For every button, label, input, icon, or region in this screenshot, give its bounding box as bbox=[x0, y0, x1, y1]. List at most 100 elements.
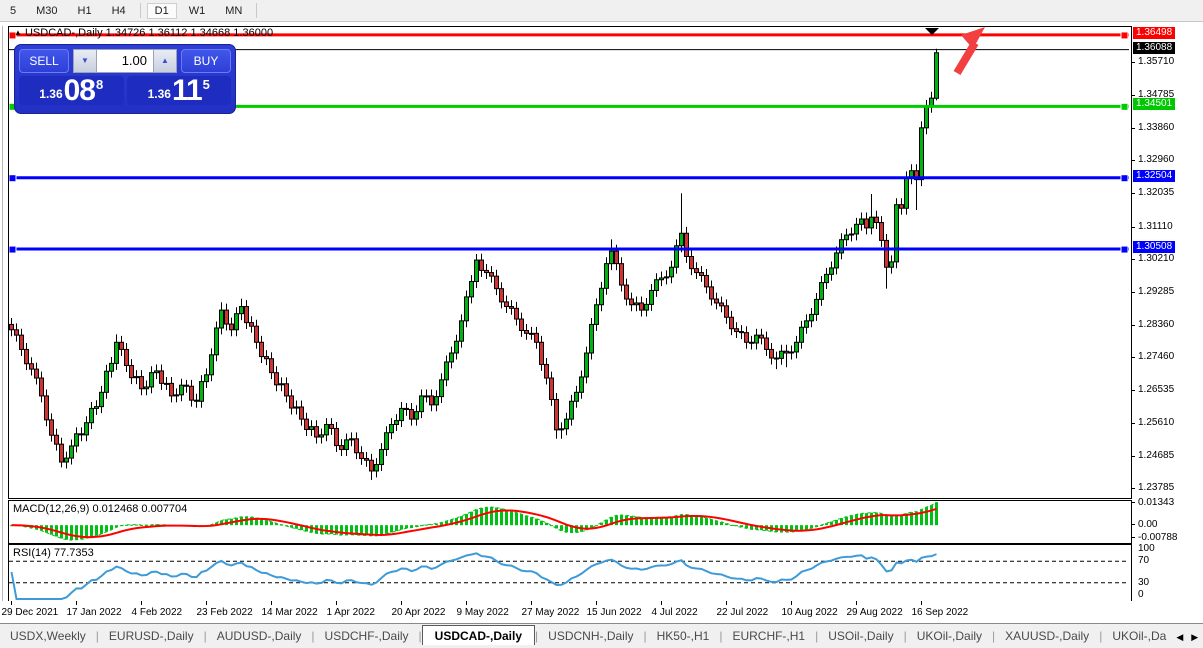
buy-price-button[interactable]: 1.36 11 5 bbox=[126, 74, 231, 107]
tab-usdchf-daily[interactable]: USDCHF-,Daily bbox=[324, 629, 409, 643]
price-tick-label: 1.28360 bbox=[1138, 318, 1175, 330]
buy-price-big: 11 bbox=[171, 74, 203, 107]
tab-ukoil-daily[interactable]: UKOil-,Daily bbox=[916, 629, 983, 643]
price-tick bbox=[1131, 456, 1135, 458]
buy-price-prefix: 1.36 bbox=[147, 87, 171, 101]
price-tick-label: 1.35710 bbox=[1138, 56, 1175, 68]
time-axis: 29 Dec 2021 17 Jan 2022 4 Feb 2022 23 Feb 2… bbox=[0, 601, 1203, 623]
green-line-price-chip: 1.34501 bbox=[1133, 98, 1176, 111]
price-tick bbox=[1131, 226, 1135, 228]
object-anchor-icon: ▲ bbox=[14, 28, 22, 37]
volume-decrease-button[interactable]: ▼ bbox=[73, 49, 97, 73]
timeframe-h1[interactable]: H1 bbox=[77, 4, 92, 17]
date-label: 20 Apr 2022 bbox=[391, 607, 446, 618]
arrow-up-annotation[interactable] bbox=[953, 27, 985, 76]
sell-button[interactable]: SELL bbox=[19, 49, 69, 73]
date-label: 29 Aug 2022 bbox=[846, 607, 903, 618]
timeframe-mn[interactable]: MN bbox=[225, 4, 243, 17]
price-tick-label: 1.26535 bbox=[1138, 384, 1175, 396]
price-chart[interactable] bbox=[9, 27, 1129, 496]
tab-separator: | bbox=[535, 629, 539, 643]
date-tick bbox=[270, 601, 272, 605]
tab-eurusd-daily[interactable]: EURUSD-,Daily bbox=[108, 629, 194, 643]
date-tick bbox=[140, 601, 142, 605]
date-label: 4 Jul 2022 bbox=[651, 607, 698, 618]
date-label: 23 Feb 2022 bbox=[196, 607, 253, 618]
price-tick bbox=[1131, 160, 1135, 162]
tab-usdcad-daily[interactable]: USDCAD-,Daily bbox=[421, 625, 536, 646]
buy-button[interactable]: BUY bbox=[181, 49, 231, 73]
macd-signal-line bbox=[11, 507, 937, 539]
tab-hk50-h1[interactable]: HK50-,H1 bbox=[656, 629, 710, 643]
timeframe-5[interactable]: 5 bbox=[10, 4, 17, 17]
tab-ukoil-da[interactable]: UKOil-,Da bbox=[1112, 629, 1167, 643]
macd-axis-label: 0.00 bbox=[1138, 519, 1158, 531]
tab-separator: | bbox=[815, 629, 819, 643]
timeframe-w1[interactable]: W1 bbox=[188, 4, 206, 17]
support-line-blue-2-handle[interactable] bbox=[1120, 245, 1129, 254]
macd-panel[interactable]: MACD(12,26,9) 0.012468 0.007704 bbox=[8, 500, 1132, 544]
support-line-blue-1-handle[interactable] bbox=[9, 174, 17, 183]
date-tick bbox=[400, 601, 402, 605]
volume-increase-button[interactable]: ▲ bbox=[153, 49, 177, 73]
date-label: 22 Jul 2022 bbox=[716, 607, 769, 618]
rsi-label: RSI(14) 77.7353 bbox=[13, 547, 94, 559]
support-line-green-handle[interactable] bbox=[1120, 102, 1129, 111]
timeframe-d1[interactable]: D1 bbox=[146, 2, 177, 19]
resistance-line-handle[interactable] bbox=[1120, 31, 1129, 40]
sell-price-button[interactable]: 1.36 08 8 bbox=[19, 74, 124, 107]
support-line-blue-2-handle[interactable] bbox=[9, 245, 17, 254]
tab-usdcnh-daily[interactable]: USDCNH-,Daily bbox=[548, 629, 634, 643]
chart-shift-marker bbox=[925, 28, 939, 35]
tab-usoil-daily[interactable]: USOil-,Daily bbox=[828, 629, 894, 643]
tab-audusd-daily[interactable]: AUDUSD-,Daily bbox=[216, 629, 302, 643]
rsi-axis-label: 30 bbox=[1138, 576, 1150, 588]
timeframe-h4[interactable]: H4 bbox=[111, 4, 126, 17]
date-tick bbox=[335, 601, 337, 605]
status-strip bbox=[0, 645, 1203, 648]
sell-price-big: 08 bbox=[63, 74, 96, 107]
price-tick bbox=[1131, 62, 1135, 64]
date-label: 17 Jan 2022 bbox=[66, 607, 122, 618]
date-label: 16 Sep 2022 bbox=[911, 607, 969, 618]
tab-separator: | bbox=[992, 629, 996, 643]
tab-scroll-controls: ◀ ▶ bbox=[1176, 632, 1203, 646]
price-tick bbox=[1131, 128, 1135, 130]
timeframe-m30[interactable]: M30 bbox=[36, 4, 58, 17]
price-tick-label: 1.32960 bbox=[1138, 154, 1175, 166]
chart-title: ▲ USDCAD-,Daily 1.34726 1.36112 1.34668 … bbox=[14, 27, 274, 39]
blue-line-2-price-chip: 1.30508 bbox=[1133, 241, 1176, 254]
price-tick-label: 1.33860 bbox=[1138, 122, 1175, 134]
sell-price-prefix: 1.36 bbox=[39, 87, 63, 101]
price-tick bbox=[1131, 258, 1135, 260]
tab-eurchf-h1[interactable]: EURCHF-,H1 bbox=[732, 629, 806, 643]
macd-axis-label: -0.00788 bbox=[1138, 532, 1178, 544]
tab-xauusd-daily[interactable]: XAUUSD-,Daily bbox=[1005, 629, 1090, 643]
price-tick-label: 1.24685 bbox=[1138, 450, 1175, 462]
rsi-panel[interactable]: RSI(14) 77.7353 bbox=[8, 544, 1132, 603]
tab-separator: | bbox=[1099, 629, 1103, 643]
tab-separator: | bbox=[203, 629, 207, 643]
rsi-axis-label: 70 bbox=[1138, 555, 1150, 567]
resistance-line-handle[interactable] bbox=[9, 31, 17, 40]
price-axis: 1.35710 1.34785 1.33860 1.32960 1.32035 1.311… bbox=[1131, 26, 1203, 601]
tab-usdx-weekly[interactable]: USDX,Weekly bbox=[10, 629, 86, 643]
candles bbox=[9, 48, 939, 480]
sell-price-sup: 8 bbox=[96, 77, 104, 92]
volume-input[interactable]: 1.00 bbox=[97, 49, 153, 73]
tab-separator: | bbox=[418, 629, 422, 643]
support-line-blue-1-handle[interactable] bbox=[1120, 174, 1129, 183]
date-tick bbox=[790, 601, 792, 605]
date-label: 14 Mar 2022 bbox=[261, 607, 318, 618]
macd-label: MACD(12,26,9) 0.012468 0.007704 bbox=[13, 503, 188, 515]
macd-axis-label: 0.01343 bbox=[1138, 496, 1175, 508]
macd-chart bbox=[10, 501, 938, 541]
price-tick bbox=[1131, 291, 1135, 293]
date-tick bbox=[595, 601, 597, 605]
tab-scroll-right-icon[interactable]: ▶ bbox=[1191, 632, 1199, 642]
tab-scroll-left-icon[interactable]: ◀ bbox=[1176, 632, 1184, 642]
price-tick-label: 1.23785 bbox=[1138, 482, 1175, 494]
date-tick bbox=[660, 601, 662, 605]
toolbar-separator bbox=[139, 3, 141, 18]
timeframe-toolbar: 5 M30 H1 H4 D1 W1 MN bbox=[0, 0, 1203, 22]
